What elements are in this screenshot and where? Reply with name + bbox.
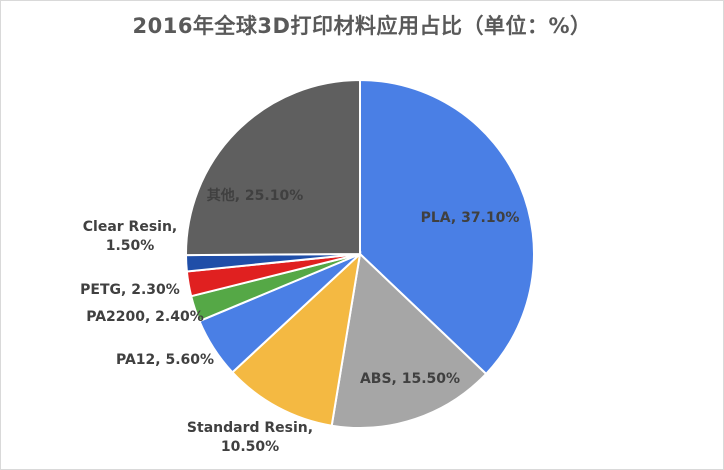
- data-label-abs: ABS, 15.50%: [360, 371, 460, 387]
- pie-slice-abs: [330, 251, 488, 429]
- pie-slice-pla: [359, 78, 535, 376]
- data-label-其他: 其他, 25.10%: [207, 187, 304, 204]
- data-label-pa12: PA12, 5.60%: [116, 352, 214, 368]
- data-label-pa2200: PA2200, 2.40%: [86, 309, 204, 325]
- pie-slice-standard-resin: [231, 251, 362, 427]
- data-label-petg: PETG, 2.30%: [80, 282, 180, 298]
- data-label-pla: PLA, 37.10%: [421, 210, 520, 226]
- chart-title: 2016年全球3D打印材料应用占比（单位：%）: [132, 14, 592, 38]
- data-label-standard-resin: Standard Resin, 10.50%: [187, 420, 313, 455]
- pie-slice-其他: [185, 78, 361, 257]
- data-label-clear-resin: Clear Resin, 1.50%: [83, 219, 178, 254]
